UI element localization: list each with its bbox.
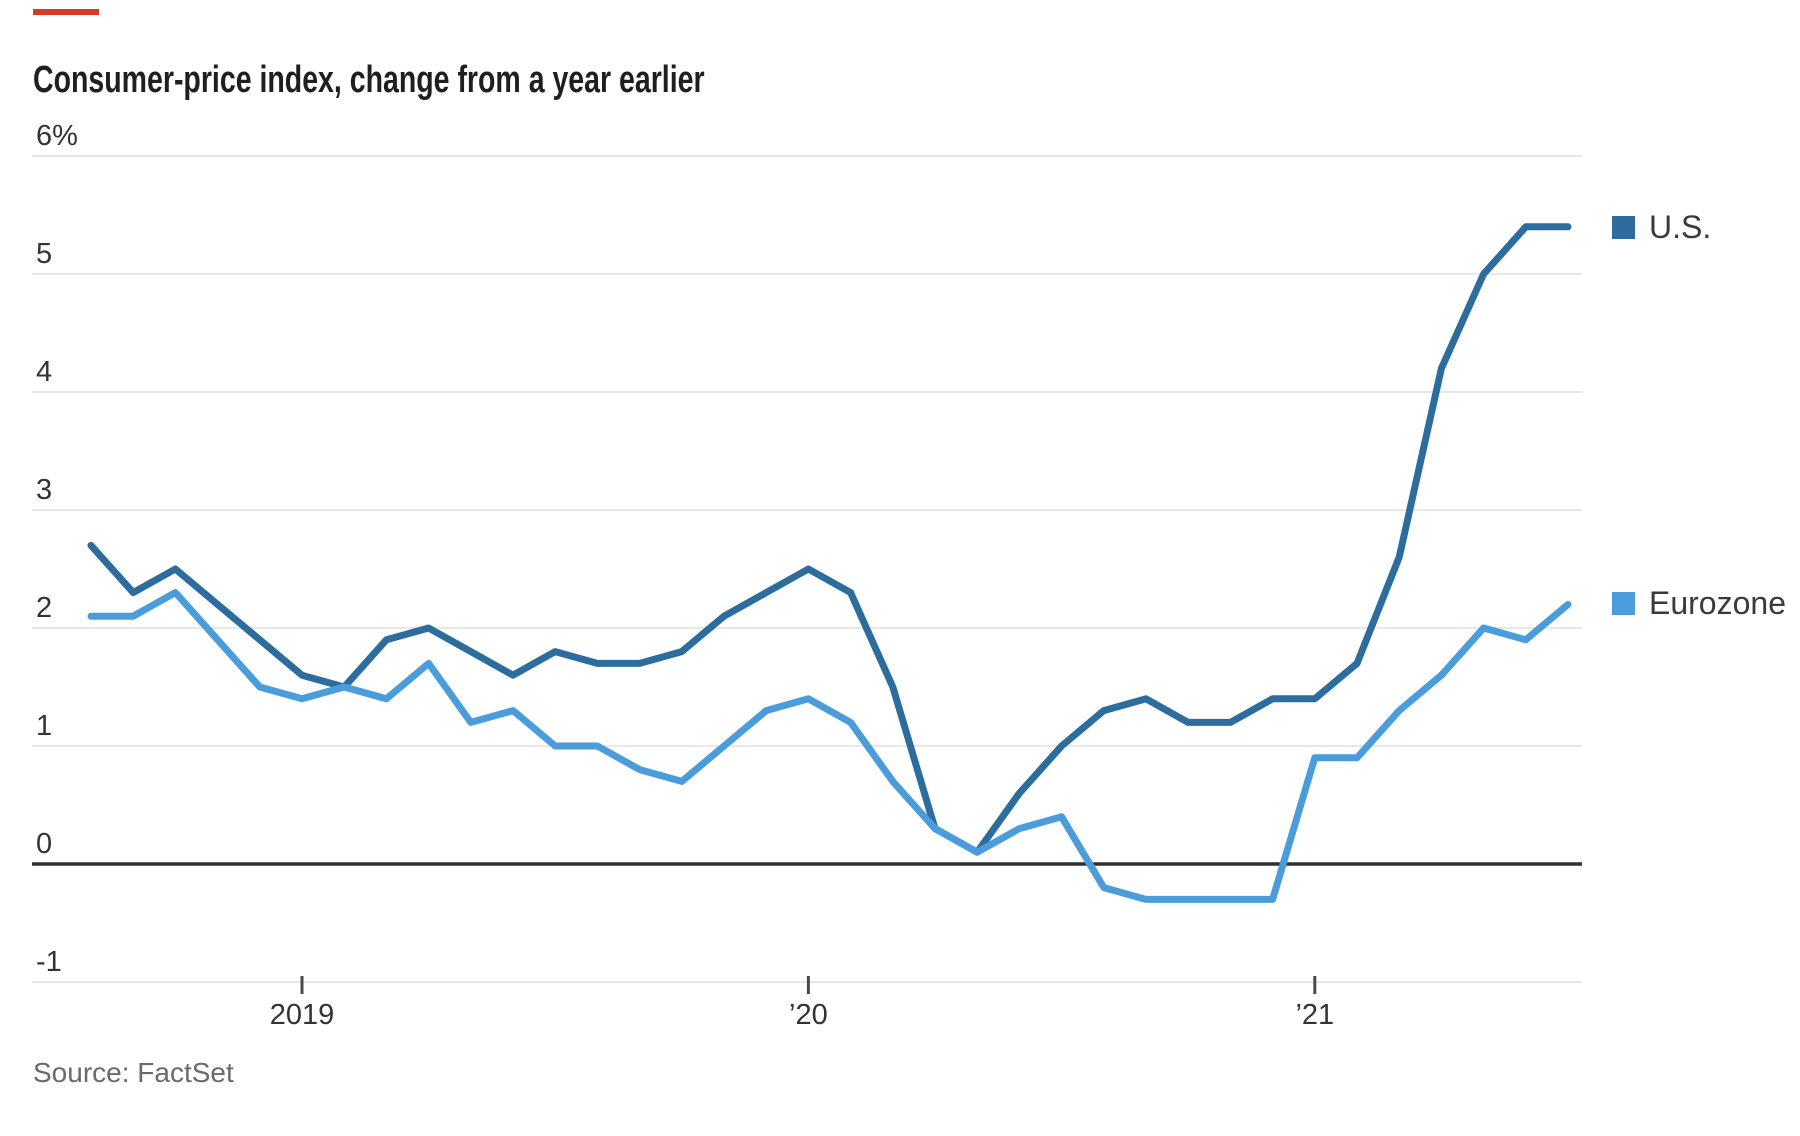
y-axis-label: 3 [36, 474, 52, 506]
x-axis-label: ’20 [789, 999, 828, 1031]
eurozone-legend-swatch [1612, 592, 1635, 615]
y-axis-label: 2 [36, 592, 52, 624]
us-legend-swatch [1612, 216, 1635, 239]
y-axis-label: -1 [36, 946, 62, 978]
legend-item-us: U.S. [1612, 209, 1711, 246]
y-axis-label: 0 [36, 828, 52, 860]
legend-item-eurozone: Eurozone [1612, 585, 1786, 622]
us-legend-label: U.S. [1649, 209, 1712, 245]
eurozone-legend-label: Eurozone [1649, 585, 1786, 621]
x-axis-label: 2019 [270, 999, 335, 1031]
eurozone-series-line [87, 589, 1572, 903]
source-note: Source: FactSet [33, 1057, 234, 1088]
y-axis-label: 1 [36, 710, 52, 742]
x-axis-label: ’21 [1295, 999, 1334, 1031]
accent-bar [33, 9, 99, 15]
chart-title: Consumer-price index, change from a year… [33, 59, 705, 101]
y-axis-label: 5 [36, 238, 52, 270]
y-axis-label: 6% [36, 120, 78, 152]
us-series-line [87, 223, 1572, 856]
y-axis-label: 4 [36, 356, 52, 388]
